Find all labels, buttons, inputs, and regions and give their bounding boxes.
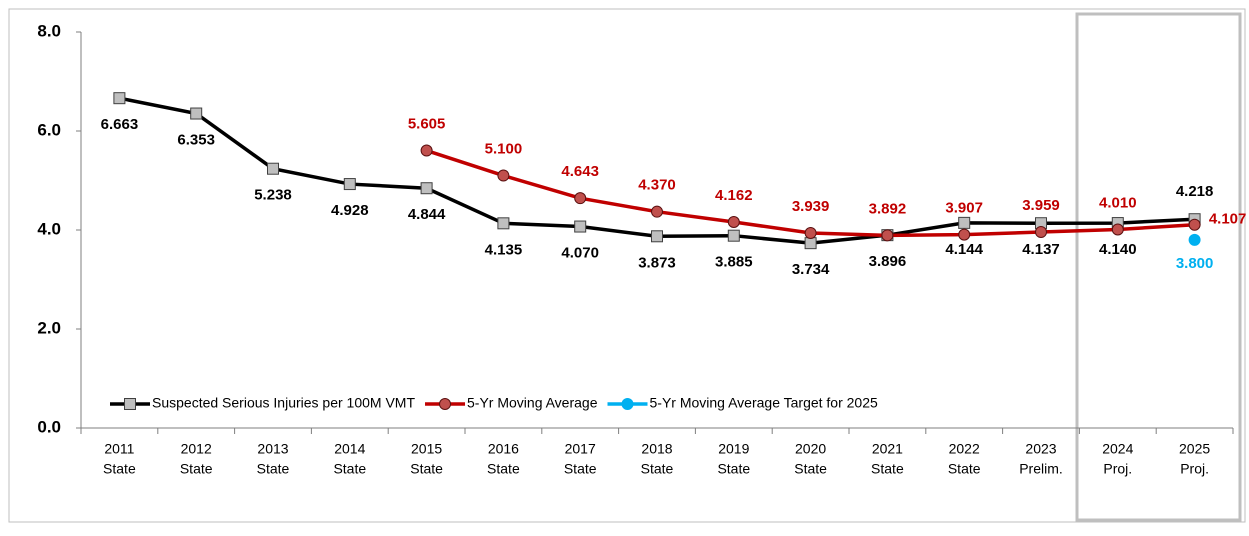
x-tick-label: State — [717, 461, 750, 477]
data-point — [804, 237, 817, 250]
data-point — [113, 92, 126, 105]
legend-marker — [621, 398, 634, 410]
x-tick-label: Prelim. — [1019, 461, 1063, 477]
data-label: 3.939 — [792, 198, 830, 215]
data-label: 5.238 — [254, 187, 292, 204]
legend-marker — [439, 398, 452, 410]
data-label: 4.137 — [1022, 241, 1060, 258]
data-point — [651, 205, 663, 218]
x-tick-label: 2023 — [1025, 441, 1056, 457]
x-tick-label: 2012 — [181, 441, 212, 457]
x-tick-label: 2011 — [104, 441, 134, 457]
data-label: 4.928 — [331, 202, 369, 219]
data-point — [1111, 223, 1124, 236]
data-label: 4.140 — [1099, 241, 1137, 258]
data-point — [727, 215, 740, 228]
x-tick-label: State — [871, 461, 904, 477]
data-point — [1188, 218, 1201, 231]
projection-box — [1075, 12, 1242, 522]
series-line — [119, 96, 1195, 245]
x-tick-label: State — [564, 461, 597, 477]
data-point — [881, 229, 894, 242]
x-tick-label: State — [641, 461, 674, 477]
x-tick-label: State — [333, 461, 366, 477]
data-label: 4.135 — [485, 241, 523, 258]
data-label: 4.010 — [1099, 194, 1137, 211]
data-point — [190, 107, 203, 120]
x-tick-label: 2013 — [257, 441, 288, 457]
x-tick-label: State — [103, 461, 136, 477]
data-point — [651, 230, 663, 243]
chart-border — [8, 8, 1246, 523]
x-tick-label: State — [257, 461, 290, 477]
data-point — [267, 162, 279, 175]
x-tick-label: 2021 — [872, 441, 903, 457]
data-point — [574, 192, 587, 205]
data-label: 3.907 — [945, 200, 983, 217]
data-point — [1035, 226, 1047, 239]
data-label: 6.663 — [101, 116, 139, 133]
x-tick-label: 2020 — [795, 441, 826, 457]
data-label: 4.844 — [408, 206, 446, 223]
x-tick-label: State — [180, 461, 213, 477]
x-tick-label: State — [794, 461, 827, 477]
x-tick-label: State — [487, 461, 520, 477]
data-point — [420, 144, 433, 157]
data-point — [343, 178, 356, 191]
x-tick-label: 2022 — [949, 441, 980, 457]
data-label: 5.100 — [485, 141, 523, 158]
data-label: 3.959 — [1022, 197, 1060, 214]
legend-label: Suspected Serious Injuries per 100M VMT — [152, 395, 415, 411]
legend-label: 5-Yr Moving Average Target for 2025 — [650, 395, 879, 411]
data-label: 3.800 — [1176, 255, 1214, 272]
legend-marker — [124, 398, 136, 410]
x-tick-label: 2016 — [488, 441, 519, 457]
x-tick-label: Proj. — [1103, 461, 1132, 477]
data-label: 3.873 — [638, 254, 676, 271]
data-label: 3.734 — [792, 261, 830, 278]
data-label: 3.892 — [869, 200, 907, 217]
data-point — [497, 217, 510, 230]
data-label: 4.107 — [1209, 211, 1247, 228]
data-label: 4.162 — [715, 187, 753, 204]
data-point — [727, 229, 740, 242]
x-tick-label: State — [948, 461, 981, 477]
x-tick-label: 2018 — [641, 441, 672, 457]
data-label: 4.370 — [638, 177, 676, 194]
y-tick-label: 8.0 — [37, 21, 61, 40]
data-point — [804, 227, 817, 240]
data-label: 3.885 — [715, 254, 753, 271]
data-label: 4.218 — [1176, 183, 1214, 200]
data-point — [420, 182, 433, 195]
data-point — [1188, 233, 1201, 246]
y-tick-label: 6.0 — [37, 120, 61, 139]
x-tick-label: 2015 — [411, 441, 442, 457]
x-tick-label: 2024 — [1102, 441, 1133, 457]
x-tick-label: State — [410, 461, 443, 477]
x-tick-label: 2017 — [565, 441, 596, 457]
data-point — [958, 228, 971, 241]
x-tick-label: 2019 — [718, 441, 749, 457]
x-tick-label: 2025 — [1179, 441, 1210, 457]
data-label: 4.070 — [561, 245, 599, 262]
data-label: 6.353 — [177, 131, 215, 148]
data-label: 4.144 — [945, 241, 983, 258]
data-point — [574, 220, 587, 233]
y-tick-label: 4.0 — [37, 219, 61, 238]
x-tick-label: Proj. — [1180, 461, 1209, 477]
y-tick-label: 0.0 — [37, 417, 61, 436]
y-tick-label: 2.0 — [37, 318, 61, 337]
data-point — [958, 216, 971, 229]
legend-label: 5-Yr Moving Average — [467, 395, 598, 411]
x-tick-label: 2014 — [334, 441, 365, 457]
data-label: 5.605 — [408, 116, 446, 133]
data-point — [497, 169, 510, 182]
data-label: 4.643 — [561, 163, 599, 180]
data-label: 3.896 — [869, 253, 907, 270]
